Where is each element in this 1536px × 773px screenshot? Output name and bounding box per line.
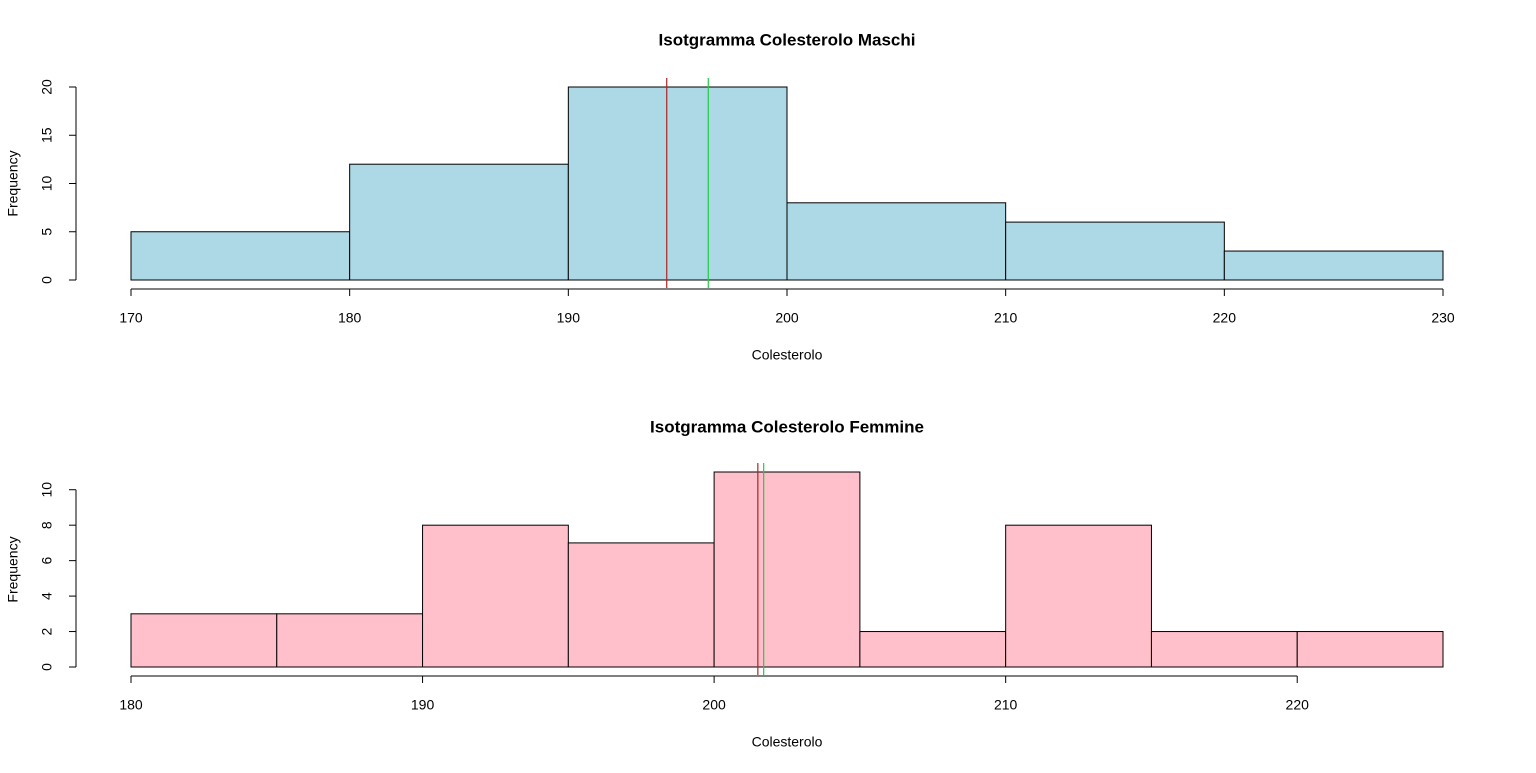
x-tick-label: 170 <box>119 310 143 326</box>
bar <box>349 163 569 281</box>
y-tick-label: 0 <box>39 276 55 284</box>
y-tick-label: 8 <box>39 521 55 529</box>
x-tick-label: 220 <box>1213 310 1237 326</box>
x-tick-label: 200 <box>702 697 726 713</box>
x-tick-label: 210 <box>994 310 1018 326</box>
chart-title: Isotgramma Colesterolo Maschi <box>659 30 916 49</box>
y-tick-label: 0 <box>39 663 55 671</box>
x-tick-label: 230 <box>1431 310 1455 326</box>
x-tick-label: 210 <box>994 697 1018 713</box>
bar <box>859 631 1007 668</box>
bar <box>713 471 861 668</box>
bar <box>422 524 569 668</box>
x-tick-label: 190 <box>411 697 435 713</box>
bar <box>1150 631 1298 668</box>
x-tick-label: 220 <box>1286 697 1310 713</box>
y-tick-label: 15 <box>39 127 55 143</box>
y-tick-label: 2 <box>39 627 55 635</box>
y-tick-label: 4 <box>39 592 55 600</box>
bar <box>1223 250 1444 281</box>
x-tick-label: 180 <box>338 310 362 326</box>
y-axis-label: Frequency <box>5 536 21 602</box>
bar <box>130 613 278 668</box>
x-axis-label: Colesterolo <box>752 347 823 363</box>
x-tick-label: 180 <box>119 697 143 713</box>
y-tick-label: 20 <box>39 79 55 95</box>
bar <box>1005 524 1152 668</box>
x-axis-label: Colesterolo <box>752 734 823 750</box>
y-tick-label: 5 <box>39 228 55 236</box>
y-tick-label: 6 <box>39 557 55 565</box>
bar <box>1005 221 1225 281</box>
x-tick-label: 190 <box>557 310 581 326</box>
bar <box>130 231 351 281</box>
chart-title: Isotgramma Colesterolo Femmine <box>650 417 924 436</box>
x-tick-label: 200 <box>775 310 799 326</box>
bar <box>567 86 788 281</box>
bar <box>786 202 1007 281</box>
y-tick-label: 10 <box>39 176 55 192</box>
y-axis-label: Frequency <box>5 150 21 216</box>
bar <box>1296 631 1444 668</box>
y-tick-label: 10 <box>39 482 55 498</box>
bar <box>276 613 424 668</box>
bar <box>567 542 715 668</box>
